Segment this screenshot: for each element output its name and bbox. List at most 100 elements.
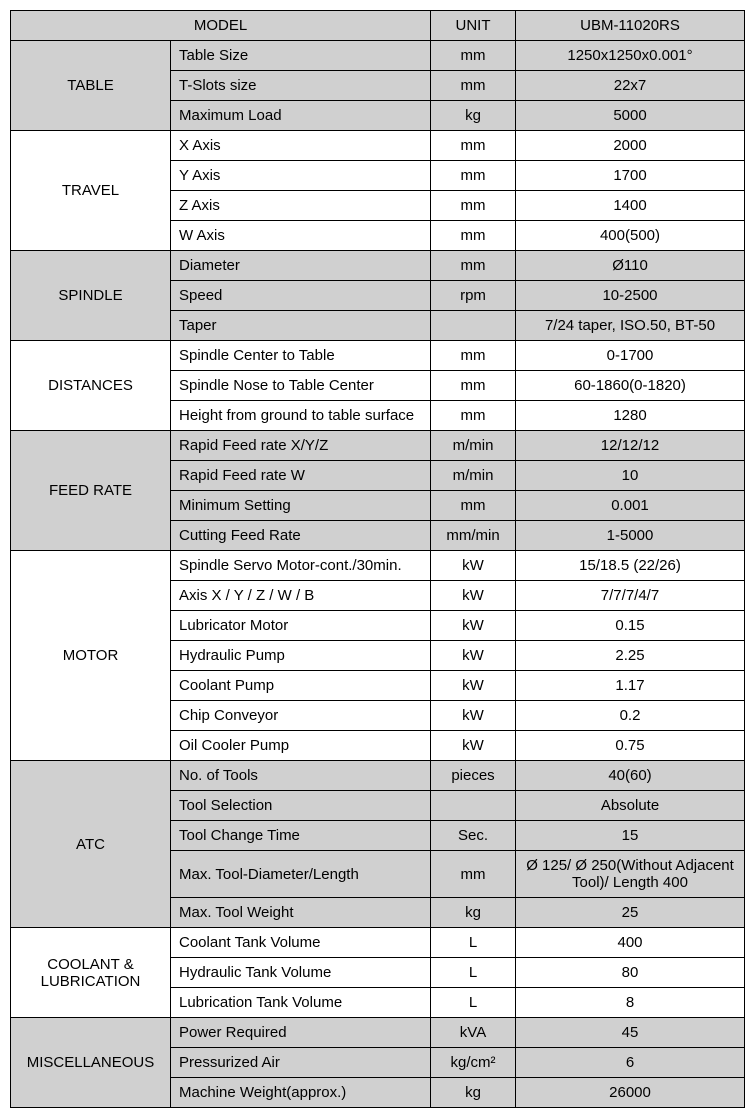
spec-cell: Hydraulic Tank Volume	[171, 958, 431, 988]
category-cell: DISTANCES	[11, 341, 171, 431]
spec-cell: Spindle Nose to Table Center	[171, 371, 431, 401]
unit-cell: mm	[431, 341, 516, 371]
unit-cell: mm	[431, 851, 516, 898]
spec-cell: Rapid Feed rate W	[171, 461, 431, 491]
spec-cell: Rapid Feed rate X/Y/Z	[171, 431, 431, 461]
spec-cell: Diameter	[171, 251, 431, 281]
unit-cell: kW	[431, 731, 516, 761]
spec-cell: Coolant Tank Volume	[171, 928, 431, 958]
spec-cell: Maximum Load	[171, 101, 431, 131]
unit-cell	[431, 311, 516, 341]
table-row: FEED RATERapid Feed rate X/Y/Zm/min12/12…	[11, 431, 745, 461]
spec-cell: Lubricator Motor	[171, 611, 431, 641]
value-cell: 80	[516, 958, 745, 988]
value-cell: 5000	[516, 101, 745, 131]
unit-cell: kW	[431, 671, 516, 701]
value-cell: 400(500)	[516, 221, 745, 251]
spec-cell: Tool Selection	[171, 791, 431, 821]
category-cell: MOTOR	[11, 551, 171, 761]
category-cell: MISCELLANEOUS	[11, 1018, 171, 1108]
value-cell: 1400	[516, 191, 745, 221]
spec-cell: Coolant Pump	[171, 671, 431, 701]
value-cell: 6	[516, 1048, 745, 1078]
unit-cell: mm	[431, 371, 516, 401]
spec-cell: Lubrication Tank Volume	[171, 988, 431, 1018]
value-cell: 60-1860(0-1820)	[516, 371, 745, 401]
value-cell: 0-1700	[516, 341, 745, 371]
table-row: MISCELLANEOUSPower RequiredkVA45	[11, 1018, 745, 1048]
spec-table-body: MODELUNITUBM-11020RSTABLETable Sizemm125…	[11, 11, 745, 1108]
table-row: DISTANCESSpindle Center to Tablemm0-1700	[11, 341, 745, 371]
spec-cell: Taper	[171, 311, 431, 341]
unit-cell: L	[431, 958, 516, 988]
category-cell: COOLANT & LUBRICATION	[11, 928, 171, 1018]
value-cell: 0.15	[516, 611, 745, 641]
unit-cell: kg	[431, 1078, 516, 1108]
unit-cell: m/min	[431, 431, 516, 461]
spec-cell: No. of Tools	[171, 761, 431, 791]
unit-cell: pieces	[431, 761, 516, 791]
spec-cell: Pressurized Air	[171, 1048, 431, 1078]
unit-cell: kVA	[431, 1018, 516, 1048]
value-cell: 15	[516, 821, 745, 851]
category-cell: FEED RATE	[11, 431, 171, 551]
spec-cell: Tool Change Time	[171, 821, 431, 851]
spec-table: MODELUNITUBM-11020RSTABLETable Sizemm125…	[10, 10, 745, 1108]
value-cell: 0.75	[516, 731, 745, 761]
value-cell: 2.25	[516, 641, 745, 671]
unit-cell: rpm	[431, 281, 516, 311]
spec-cell: Axis X / Y / Z / W / B	[171, 581, 431, 611]
unit-cell: mm	[431, 221, 516, 251]
value-cell: 15/18.5 (22/26)	[516, 551, 745, 581]
value-cell: 1280	[516, 401, 745, 431]
category-cell: TRAVEL	[11, 131, 171, 251]
value-cell: 10	[516, 461, 745, 491]
value-cell: 22x7	[516, 71, 745, 101]
spec-cell: Max. Tool-Diameter/Length	[171, 851, 431, 898]
spec-cell: Speed	[171, 281, 431, 311]
value-cell: 10-2500	[516, 281, 745, 311]
unit-cell: mm	[431, 131, 516, 161]
spec-cell: Y Axis	[171, 161, 431, 191]
unit-cell: L	[431, 988, 516, 1018]
table-row: TABLETable Sizemm1250x1250x0.001°	[11, 41, 745, 71]
value-cell: 0.2	[516, 701, 745, 731]
spec-cell: T-Slots size	[171, 71, 431, 101]
value-cell: 0.001	[516, 491, 745, 521]
spec-cell: Height from ground to table surface	[171, 401, 431, 431]
spec-cell: Minimum Setting	[171, 491, 431, 521]
spec-cell: Z Axis	[171, 191, 431, 221]
spec-cell: Table Size	[171, 41, 431, 71]
unit-cell: mm	[431, 71, 516, 101]
value-cell: 26000	[516, 1078, 745, 1108]
value-cell: Ø 125/ Ø 250(Without Adjacent Tool)/ Len…	[516, 851, 745, 898]
unit-cell: kg	[431, 898, 516, 928]
table-row: TRAVELX Axismm2000	[11, 131, 745, 161]
table-row: COOLANT & LUBRICATIONCoolant Tank Volume…	[11, 928, 745, 958]
value-cell: 400	[516, 928, 745, 958]
unit-cell: L	[431, 928, 516, 958]
unit-cell: kW	[431, 701, 516, 731]
unit-cell: mm	[431, 491, 516, 521]
unit-cell: mm/min	[431, 521, 516, 551]
category-cell: SPINDLE	[11, 251, 171, 341]
spec-cell: Spindle Center to Table	[171, 341, 431, 371]
value-cell: 12/12/12	[516, 431, 745, 461]
unit-cell: kg	[431, 101, 516, 131]
unit-cell: kW	[431, 641, 516, 671]
unit-cell: mm	[431, 251, 516, 281]
value-cell: Absolute	[516, 791, 745, 821]
value-cell: 1250x1250x0.001°	[516, 41, 745, 71]
value-cell: 40(60)	[516, 761, 745, 791]
value-cell: 2000	[516, 131, 745, 161]
spec-cell: Spindle Servo Motor-cont./30min.	[171, 551, 431, 581]
table-row: MOTORSpindle Servo Motor-cont./30min.kW1…	[11, 551, 745, 581]
value-cell: 25	[516, 898, 745, 928]
unit-cell: m/min	[431, 461, 516, 491]
spec-cell: Max. Tool Weight	[171, 898, 431, 928]
value-cell: Ø110	[516, 251, 745, 281]
unit-cell: kg/cm²	[431, 1048, 516, 1078]
spec-cell: X Axis	[171, 131, 431, 161]
unit-cell	[431, 791, 516, 821]
unit-cell: Sec.	[431, 821, 516, 851]
